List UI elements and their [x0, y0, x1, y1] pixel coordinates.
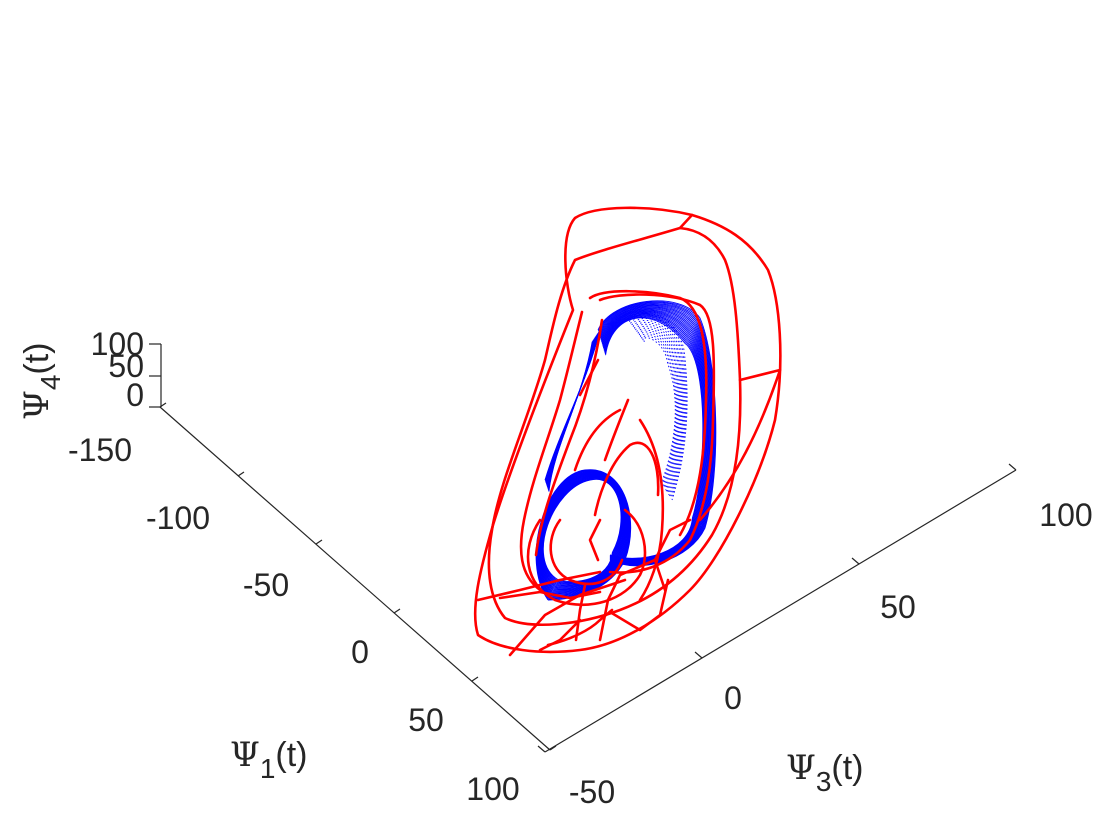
- y-axis-label: Ψ3(t): [786, 748, 864, 797]
- y-tick-mark: [851, 557, 860, 565]
- blue-trajectory-strand: [542, 478, 622, 582]
- red-trajectory-segment: [538, 618, 582, 652]
- blue-trajectory-strand: [632, 319, 684, 496]
- y-tick-label: 50: [880, 589, 916, 625]
- red-trajectory-segment: [508, 578, 627, 657]
- x-tick-label: -50: [243, 567, 289, 603]
- x-tick-mark: [549, 745, 557, 751]
- tick-marks: [149, 343, 1017, 753]
- red-trajectory-segment: [593, 441, 660, 517]
- red-trajectory-segment: [534, 318, 604, 557]
- blue-trajectory-strand: [548, 341, 593, 492]
- y-axis-line: [544, 469, 1017, 753]
- y-tick-label: 100: [1039, 497, 1092, 533]
- y-tick-label: 0: [724, 680, 742, 716]
- red-trajectory-segment: [698, 368, 782, 522]
- blue-trajectory-strand: [642, 335, 677, 486]
- red-trajectory-segment: [608, 578, 670, 632]
- y-tick-mark: [1008, 463, 1017, 471]
- y-tick-mark: [694, 651, 703, 659]
- x-tick-mark: [237, 471, 245, 477]
- blue-trajectory-strand: [630, 316, 686, 498]
- red-trajectory-segment: [603, 398, 630, 462]
- x-tick-label: 50: [408, 702, 444, 738]
- blue-trajectory-strand: [641, 333, 678, 487]
- blue-trajectory-strand: [628, 314, 687, 499]
- blue-trajectory-strand: [604, 315, 706, 560]
- x-tick-mark: [393, 608, 401, 614]
- blue-trajectory-strand: [640, 331, 679, 488]
- red-trajectory-segment: [678, 213, 694, 230]
- x-tick-mark: [159, 402, 167, 408]
- y-tick-mark: [537, 745, 546, 753]
- blue-trajectory-strand: [627, 312, 688, 501]
- x-tick-label: 0: [351, 634, 369, 670]
- blue-trajectory-strand: [637, 327, 681, 491]
- blue-trajectory-strand: [643, 337, 676, 484]
- series-red: [473, 206, 782, 657]
- x-axis-line: [159, 406, 551, 751]
- red-trajectory-segment: [549, 518, 624, 586]
- y-tick-label: -50: [569, 774, 615, 810]
- red-trajectory-segment: [519, 310, 584, 592]
- x-tick-label: -100: [146, 500, 210, 536]
- red-trajectory-segment: [526, 508, 647, 606]
- z-tick-label: 50: [108, 348, 144, 384]
- x-tick-mark: [471, 676, 479, 682]
- red-trajectory-segment: [588, 289, 708, 537]
- blue-trajectory-strand: [604, 315, 705, 560]
- z-tick-label: 100: [91, 326, 144, 362]
- blue-trajectory-strand: [604, 316, 704, 559]
- red-trajectory-segment: [598, 558, 667, 642]
- red-trajectory-segment: [638, 418, 665, 602]
- z-tick-label: 0: [126, 377, 144, 413]
- x-tick-label: 100: [466, 771, 519, 807]
- red-trajectory-segment: [653, 518, 692, 562]
- blue-trajectory-strand: [638, 329, 680, 489]
- x-axis-label: Ψ1(t): [230, 735, 308, 784]
- x-tick-label: -150: [68, 432, 132, 468]
- red-trajectory-segment: [574, 583, 587, 642]
- axes: [159, 344, 1017, 753]
- red-trajectory-segment: [573, 408, 622, 472]
- red-trajectory-segment: [476, 570, 602, 602]
- red-trajectory-segment: [578, 358, 600, 397]
- blue-trajectory-strand: [633, 321, 683, 494]
- blue-trajectory-strand: [603, 314, 706, 561]
- red-trajectory-segment: [498, 590, 602, 600]
- z-axis-label: Ψ4(t): [17, 343, 66, 421]
- x-tick-mark: [315, 539, 323, 545]
- red-trajectory-segment: [588, 518, 602, 562]
- red-trajectory-segment: [487, 226, 742, 626]
- red-trajectory-segment: [473, 206, 782, 654]
